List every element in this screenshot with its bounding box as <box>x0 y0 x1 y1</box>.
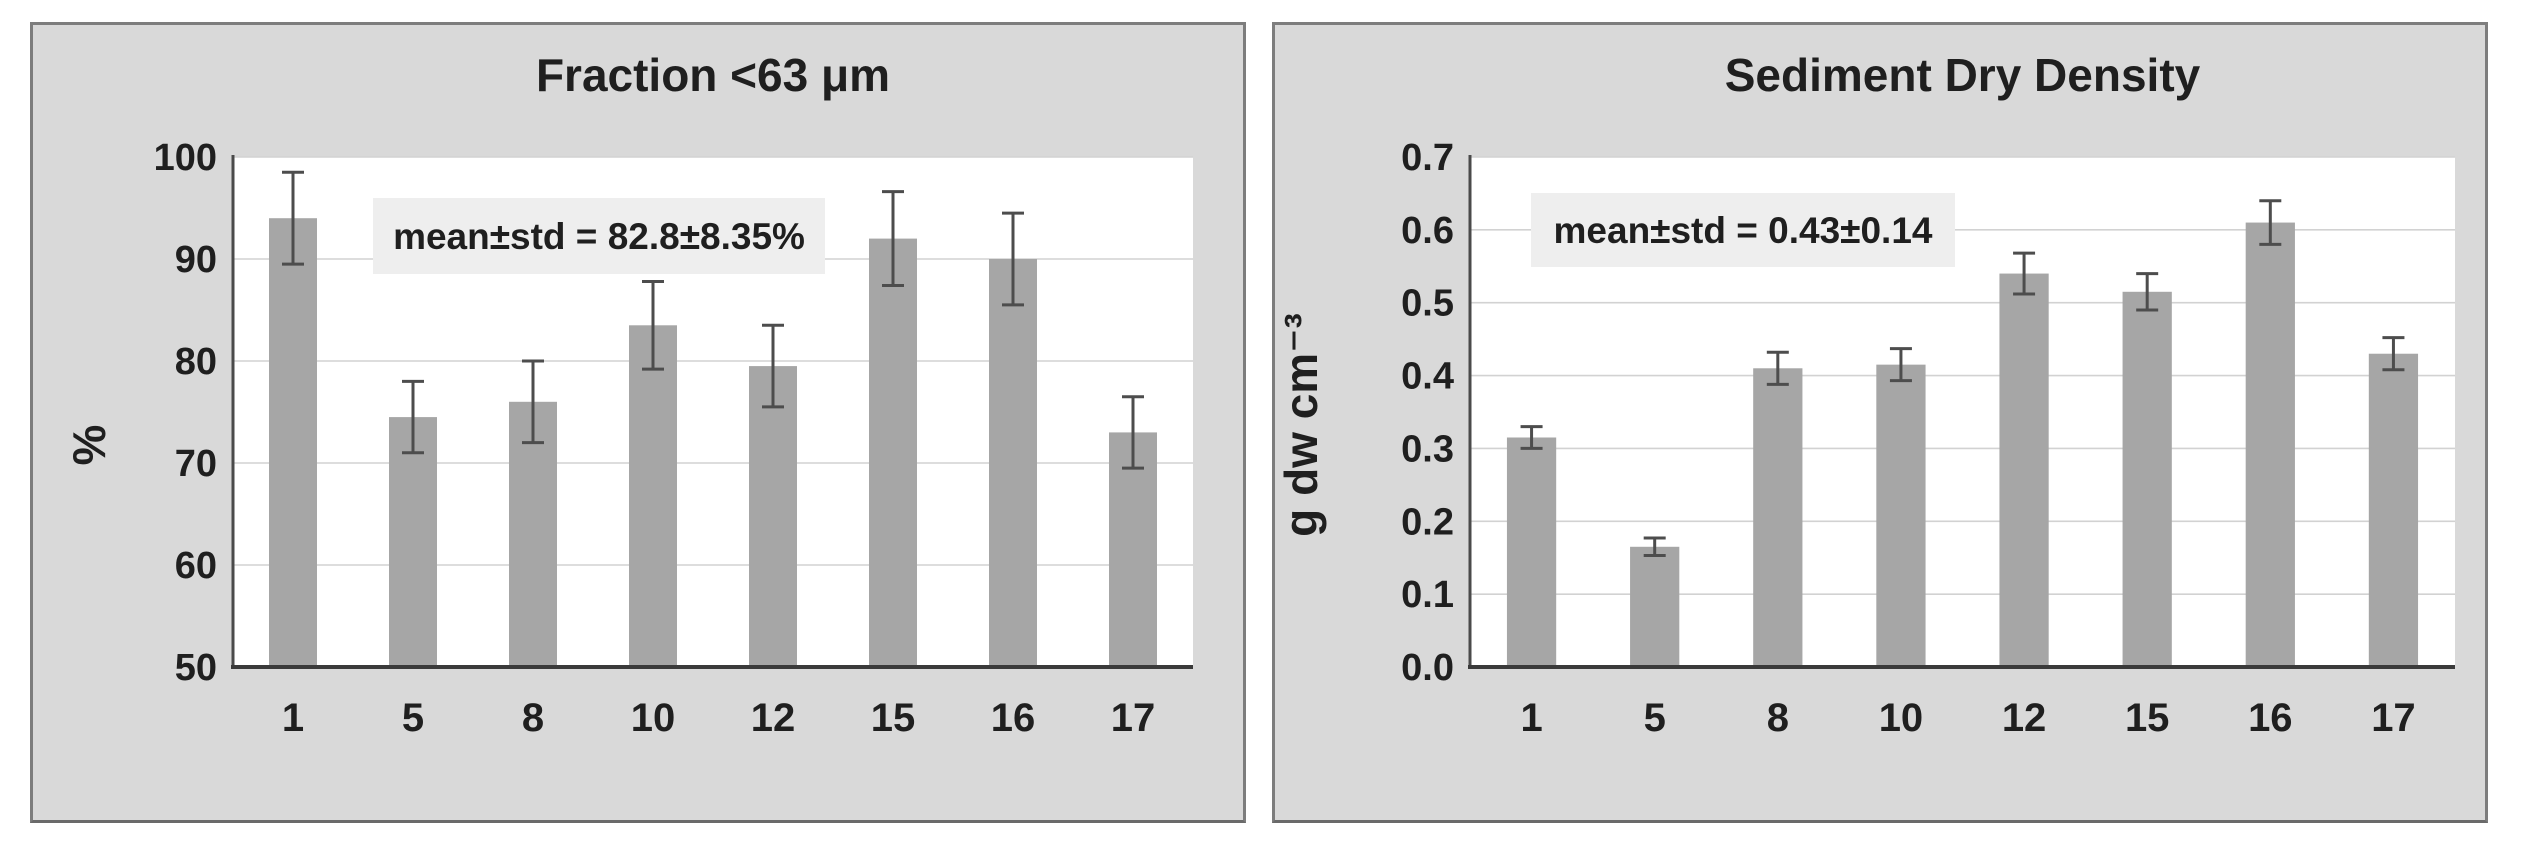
x-tick-label: 17 <box>2371 696 2416 740</box>
error-bar <box>1889 347 1912 383</box>
chart-title: Fraction <63 μm <box>536 49 890 101</box>
y-tick-label: 60 <box>175 545 217 587</box>
y-tick-label: 0.4 <box>1401 356 1454 398</box>
x-tick-label: 17 <box>1111 696 1156 740</box>
y-tick-label: 70 <box>175 443 217 485</box>
bar <box>1630 546 1680 667</box>
error-bar <box>522 359 544 445</box>
annotation-text: mean±std = 0.43±0.14 <box>1554 210 1933 251</box>
y-tick-label: 0.3 <box>1401 428 1454 470</box>
bar <box>869 238 917 667</box>
error-bar <box>762 323 784 409</box>
error-bar <box>2013 251 2036 296</box>
chart-panel-density: 0.0 0.1 0.2 0.3 0.4 0.5 0.6 0.7 1 5 8 10 12 15 16 17 g d… <box>1272 22 2488 823</box>
bar <box>1753 368 1803 667</box>
bar <box>2368 353 2419 667</box>
bar <box>749 366 797 667</box>
error-bar <box>642 279 664 371</box>
y-tick-label: 50 <box>175 647 217 689</box>
x-tick-label: 15 <box>871 696 916 740</box>
x-tick-label: 8 <box>522 696 544 740</box>
y-tick-label: 90 <box>175 239 217 281</box>
bar <box>2245 222 2295 668</box>
error-bar <box>282 170 304 266</box>
annotation-box <box>1531 193 1955 267</box>
x-tick-label: 10 <box>631 696 676 740</box>
bar <box>1999 273 2049 667</box>
bar <box>989 259 1037 667</box>
y-axis-label: % <box>63 425 115 466</box>
x-tick-label: 12 <box>2002 696 2047 740</box>
bar <box>509 401 557 667</box>
bar <box>629 325 677 667</box>
error-bar <box>1643 536 1666 558</box>
y-tick-label: 0.7 <box>1401 137 1454 179</box>
x-tick-label: 5 <box>402 696 424 740</box>
x-tick-label: 16 <box>2248 696 2293 740</box>
y-tick-label: 100 <box>154 137 217 179</box>
density-chart-svg: 0.00.10.20.30.40.50.60.71 5 8 10 12 15 16 17g d… <box>1275 49 2455 740</box>
error-bar <box>1122 395 1144 470</box>
x-tick-label: 15 <box>2125 696 2170 740</box>
chart-panel-fraction: 50 60 70 80 90 100 1 5 8 10 12 15 16 17% Fraction <63 … <box>30 22 1246 823</box>
error-bar <box>2382 336 2405 372</box>
y-tick-label: 0.6 <box>1401 210 1454 252</box>
bar <box>1506 437 1557 667</box>
x-tick-label: 8 <box>1767 696 1789 740</box>
error-bar <box>882 190 904 288</box>
bar <box>1109 432 1157 667</box>
x-tick-label: 12 <box>751 696 796 740</box>
chart-title: Sediment Dry Density <box>1725 49 2201 101</box>
x-tick-label: 1 <box>282 696 304 740</box>
error-bar <box>2136 272 2159 312</box>
x-tick-label: 16 <box>991 696 1036 740</box>
bar <box>389 417 437 667</box>
annotation-text: mean±std = 82.8±8.35% <box>393 216 805 257</box>
y-axis-label: g dw cm⁻³ <box>1275 313 1327 537</box>
error-bar <box>1520 425 1543 450</box>
error-bar <box>2259 199 2282 246</box>
y-tick-label: 0.2 <box>1401 501 1454 543</box>
error-bar <box>402 379 424 455</box>
y-tick-label: 0.1 <box>1401 574 1454 616</box>
error-bar <box>1002 211 1024 307</box>
x-tick-label: 5 <box>1644 696 1666 740</box>
y-tick-label: 0.5 <box>1401 283 1454 325</box>
annotation-box <box>373 198 825 274</box>
bar <box>2122 291 2172 667</box>
y-tick-label: 80 <box>175 341 217 383</box>
y-tick-label: 0.0 <box>1401 647 1454 689</box>
x-tick-label: 10 <box>1879 696 1924 740</box>
x-tick-label: 1 <box>1520 696 1542 740</box>
bar <box>269 218 317 667</box>
bar <box>1876 364 1926 667</box>
error-bar <box>1766 350 1789 386</box>
